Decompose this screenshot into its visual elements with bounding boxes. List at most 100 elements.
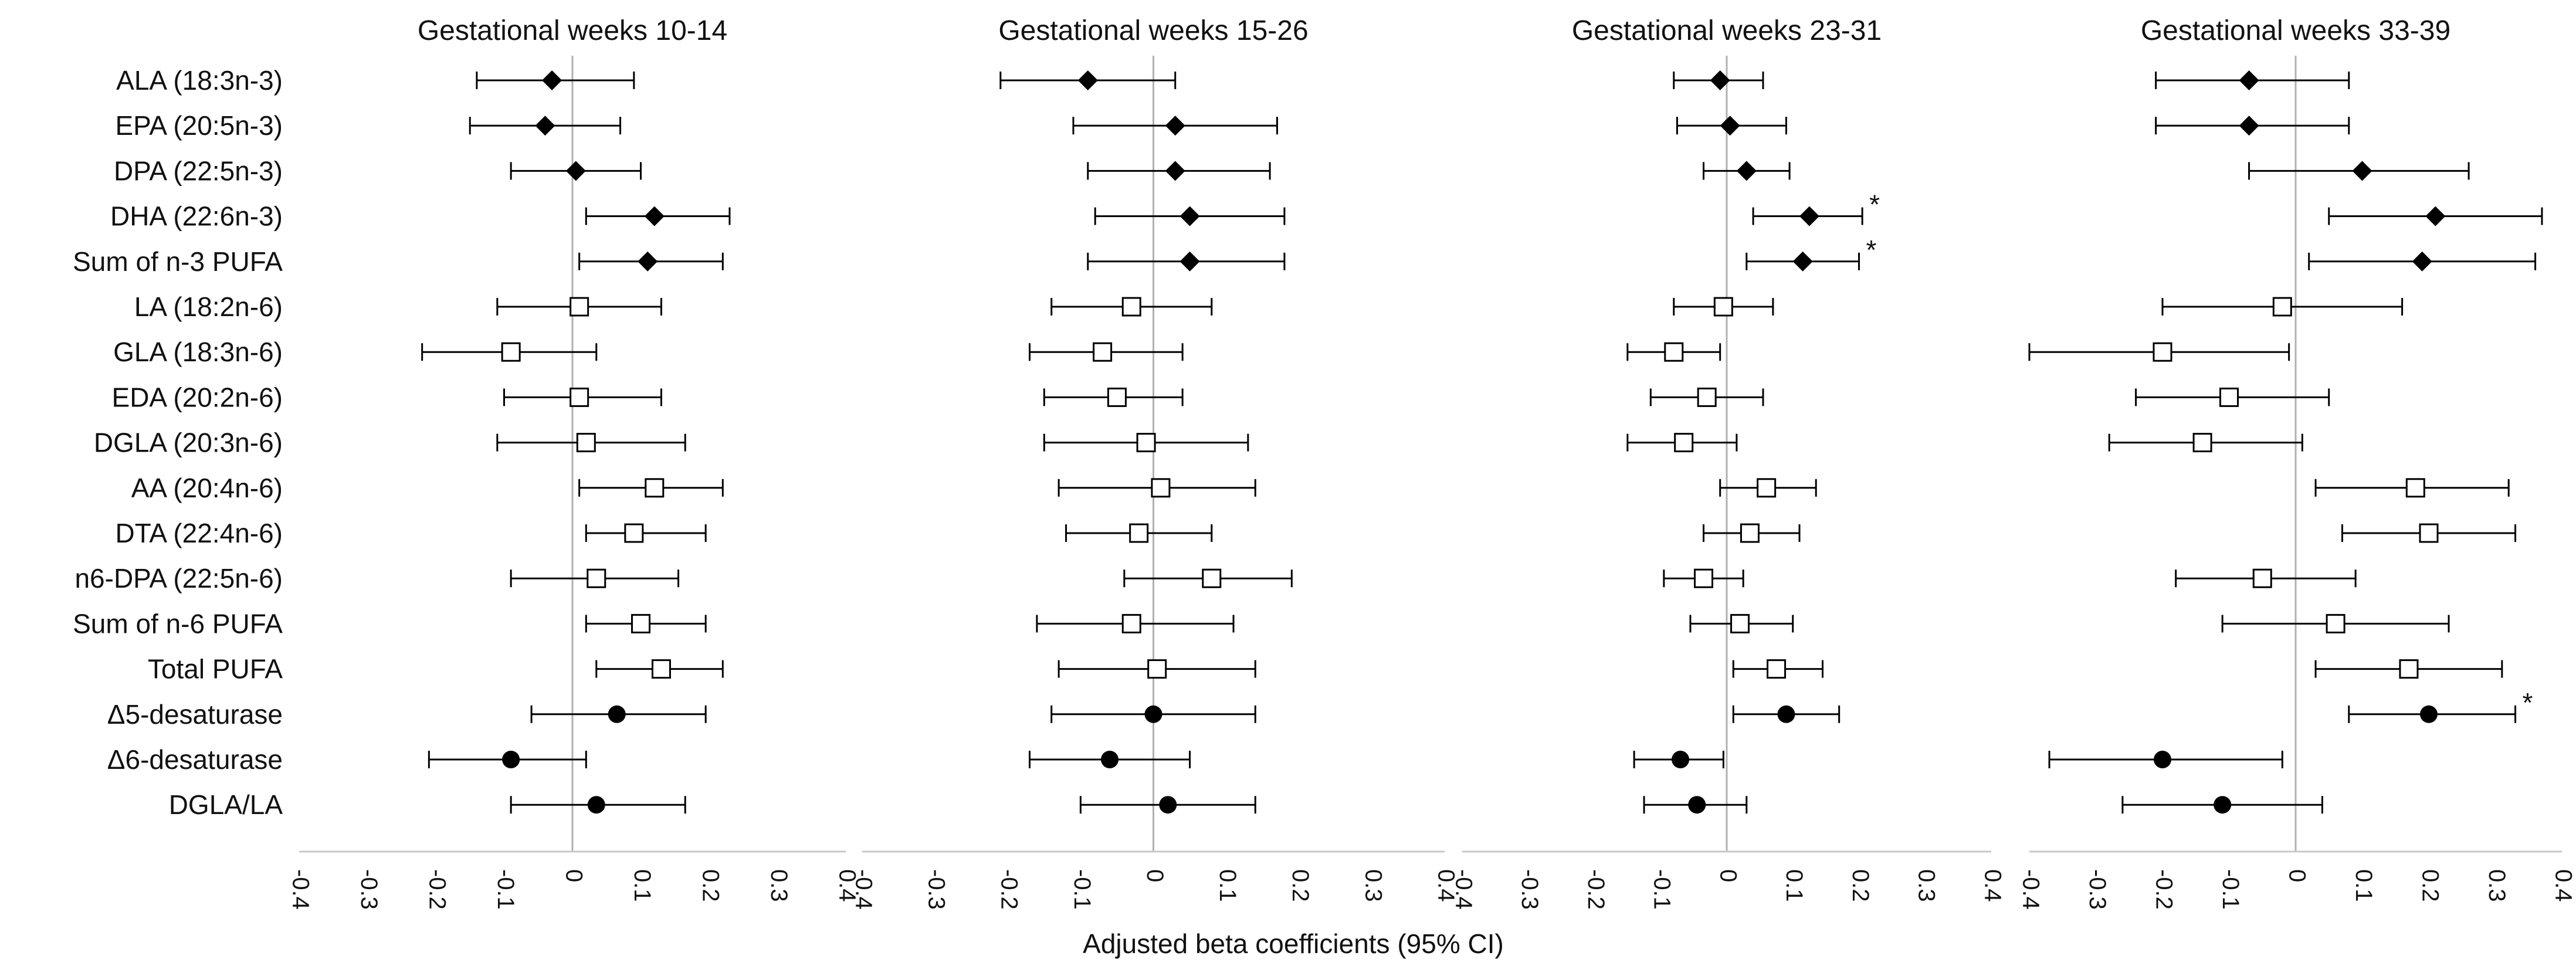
x-tick-label: -0.1 bbox=[1649, 869, 1675, 910]
row-label: DGLA/LA bbox=[169, 789, 283, 820]
point-estimate-circle bbox=[608, 705, 626, 723]
ci-row bbox=[2121, 796, 2323, 814]
point-estimate-diamond bbox=[2239, 116, 2259, 136]
ci-row bbox=[2048, 751, 2283, 768]
ci-row: * bbox=[1752, 189, 1880, 226]
point-estimate-square bbox=[587, 568, 606, 588]
row-label: Total PUFA bbox=[148, 654, 283, 684]
point-estimate-diamond bbox=[565, 161, 586, 181]
x-tick-label: 0.3 bbox=[1360, 869, 1386, 902]
row-label: n6-DPA (22:5n-6) bbox=[74, 563, 283, 594]
point-estimate-square bbox=[2219, 387, 2239, 407]
x-tick-label: -0.2 bbox=[424, 869, 450, 910]
ci-row bbox=[476, 70, 635, 90]
x-tick-label: 0 bbox=[1142, 869, 1168, 882]
point-estimate-square bbox=[2153, 342, 2172, 362]
x-tick-label: 0.3 bbox=[1914, 869, 1940, 902]
ci-row bbox=[2108, 433, 2303, 453]
point-estimate-square bbox=[645, 478, 665, 498]
x-tick-label: 0.4 bbox=[2550, 869, 2576, 902]
x-tick-label: 0.4 bbox=[1433, 869, 1459, 902]
point-estimate-square bbox=[1694, 568, 1714, 588]
x-axis-title: Adjusted beta coefficients (95% CI) bbox=[1083, 928, 1504, 959]
x-tick-label: 0.1 bbox=[2351, 869, 2377, 902]
point-estimate-square bbox=[570, 297, 589, 317]
significance-asterisk: * bbox=[1869, 189, 1880, 220]
ci-row bbox=[2161, 297, 2404, 317]
ci-row bbox=[999, 70, 1177, 90]
ci-row bbox=[1626, 342, 1721, 362]
ci-row bbox=[2028, 342, 2290, 362]
ci-row bbox=[1028, 751, 1191, 768]
x-tick-label: 0.2 bbox=[1848, 869, 1873, 902]
ci-row bbox=[1732, 705, 1841, 723]
ci-row bbox=[2155, 116, 2350, 136]
ci-row bbox=[2341, 523, 2517, 543]
x-tick-label: 0.4 bbox=[834, 869, 860, 902]
point-estimate-square bbox=[1147, 659, 1167, 679]
x-tick-label: 0.2 bbox=[2417, 869, 2443, 902]
x-tick-label: -0.1 bbox=[493, 869, 518, 910]
x-tick-label: -0.2 bbox=[2151, 869, 2177, 910]
x-tick-label: -0.4 bbox=[1450, 869, 1476, 910]
ci-row: * bbox=[2348, 687, 2533, 723]
ci-row bbox=[1057, 478, 1256, 498]
point-estimate-circle bbox=[587, 796, 605, 814]
x-tick-label: -0.4 bbox=[850, 869, 876, 910]
ci-row bbox=[1043, 433, 1249, 453]
x-tick-label: 0 bbox=[561, 869, 587, 882]
point-estimate-circle bbox=[1144, 705, 1162, 723]
ci-row bbox=[1719, 478, 1817, 498]
ci-row bbox=[1072, 116, 1279, 136]
point-estimate-diamond bbox=[542, 70, 562, 90]
ci-row bbox=[1050, 705, 1256, 723]
x-tick-label: -0.1 bbox=[1069, 869, 1095, 910]
point-estimate-square bbox=[1093, 342, 1113, 362]
point-estimate-square bbox=[2252, 568, 2272, 588]
row-label: DHA (22:6n-3) bbox=[110, 201, 283, 232]
row-label: Δ5-desaturase bbox=[107, 699, 283, 730]
x-tick-label: 0.2 bbox=[697, 869, 723, 902]
point-estimate-diamond bbox=[644, 206, 665, 226]
point-estimate-square bbox=[1664, 342, 1684, 362]
row-labels: ALA (18:3n-3) EPA (20:5n-3) DPA (22:5n-3) D… bbox=[73, 65, 283, 820]
x-tick-label: -0.3 bbox=[924, 869, 950, 910]
ci-row bbox=[595, 659, 724, 679]
panel: Gestational weeks 10-14 -0.4 -0.3 -0.2 -0.1 0… bbox=[287, 15, 860, 910]
point-estimate-diamond bbox=[2412, 251, 2432, 272]
x-tick-label: -0.3 bbox=[1517, 869, 1543, 910]
point-estimate-square bbox=[1121, 613, 1141, 633]
point-estimate-circle bbox=[2154, 751, 2171, 768]
panel: Gestational weeks 33-39 -0.4 -0.3 -0.2 -0.1 0… bbox=[2018, 15, 2576, 910]
ci-row bbox=[496, 433, 686, 453]
ci-row bbox=[1065, 523, 1213, 543]
ci-row bbox=[1087, 161, 1271, 181]
x-tick-label: -0.2 bbox=[1583, 869, 1609, 910]
point-estimate-square bbox=[1740, 523, 1760, 543]
ci-row bbox=[1663, 568, 1744, 588]
point-estimate-diamond bbox=[1165, 116, 1185, 136]
significance-asterisk: * bbox=[2523, 687, 2533, 718]
point-estimate-circle bbox=[502, 751, 520, 768]
ci-row bbox=[2221, 613, 2450, 633]
ci-row bbox=[1676, 116, 1787, 136]
x-tick-label: -0.3 bbox=[356, 869, 382, 910]
row-label: Sum of n-3 PUFA bbox=[73, 246, 283, 277]
x-tick-label: 0.1 bbox=[629, 869, 655, 902]
point-estimate-square bbox=[1202, 568, 1222, 588]
ci-row bbox=[1028, 342, 1184, 362]
point-estimate-diamond bbox=[2425, 206, 2446, 226]
ci-row bbox=[1123, 568, 1293, 588]
panel: Gestational weeks 23-31 -0.4 -0.3 -0.2 -0.1 0… bbox=[1450, 15, 2005, 910]
point-estimate-square bbox=[1757, 478, 1777, 498]
row-label: Δ6-desaturase bbox=[107, 744, 283, 775]
row-label: GLA (18:3n-6) bbox=[113, 337, 283, 367]
ci-row: * bbox=[1745, 235, 1877, 272]
ci-row bbox=[578, 251, 724, 272]
ci-row bbox=[1703, 161, 1791, 181]
x-tick-label: -0.2 bbox=[996, 869, 1022, 910]
ci-row bbox=[421, 342, 598, 362]
ci-row bbox=[428, 751, 587, 768]
ci-row bbox=[1633, 751, 1724, 768]
point-estimate-square bbox=[631, 613, 650, 633]
